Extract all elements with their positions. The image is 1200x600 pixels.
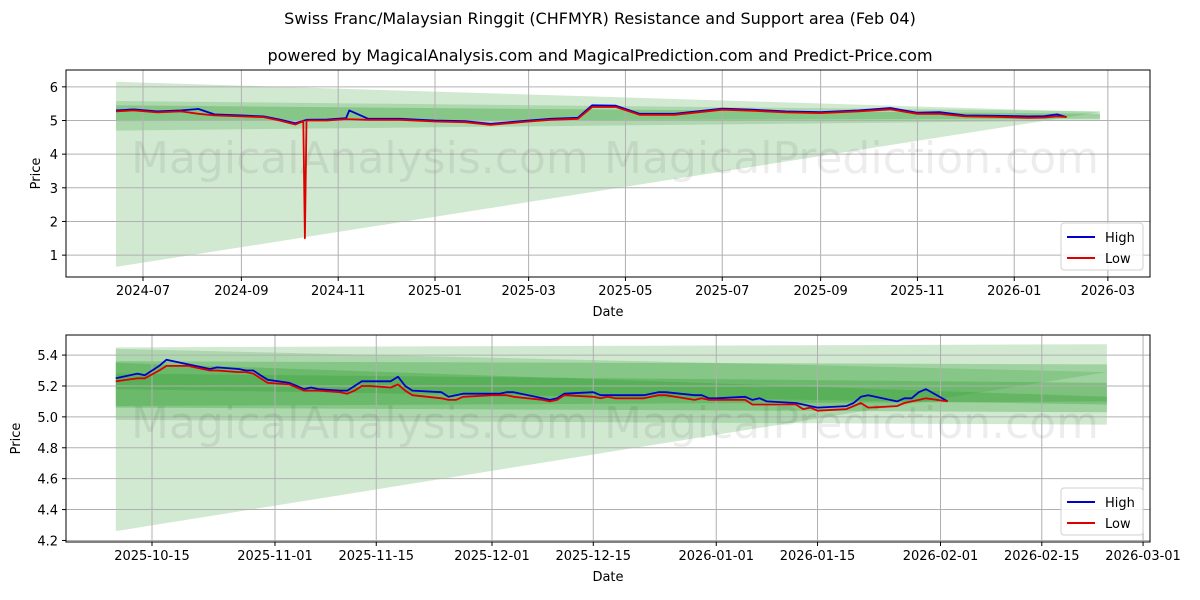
x-tick-label: 2026-01-15 [780, 549, 856, 564]
y-tick-label: 3 [50, 182, 58, 197]
y-tick-label: 4.4 [37, 504, 58, 519]
y-axis-label: Price [29, 158, 44, 190]
band-mid-band [116, 105, 1100, 122]
chart-subtitle: powered by MagicalAnalysis.com and Magic… [267, 46, 933, 65]
band-light-band [116, 100, 1100, 131]
y-tick-label: 5.0 [37, 411, 58, 426]
x-tick-label: 2025-11 [890, 284, 944, 299]
x-tick-label: 2025-07 [695, 284, 749, 299]
legend-label-low: Low [1105, 252, 1131, 267]
y-tick-label: 1 [50, 249, 58, 264]
x-tick-label: 2025-05 [598, 284, 652, 299]
watermark: MagicalPrediction.com [604, 398, 1099, 449]
x-tick-label: 2026-02-01 [903, 549, 979, 564]
y-tick-label: 4.2 [37, 534, 58, 549]
y-tick-label: 5.4 [37, 349, 58, 364]
axes-frame [65, 334, 1151, 543]
x-tick-label: 2026-01 [987, 284, 1041, 299]
x-tick-label: 2025-03 [501, 284, 555, 299]
band-outer-triangle [115, 348, 1107, 532]
y-tick-label: 5.2 [37, 380, 58, 395]
band-outer-triangle [116, 81, 1100, 267]
legend: High Low [1060, 222, 1144, 271]
x-tick-label: 2025-12-15 [555, 549, 631, 564]
series-high [115, 358, 949, 409]
x-tick-label: 2026-01-01 [678, 549, 754, 564]
x-tick-label: 2025-10-15 [114, 549, 190, 564]
x-tick-label: 2025-12-01 [454, 549, 530, 564]
legend-label-high: High [1105, 231, 1135, 246]
x-axis-label: Date [592, 570, 623, 585]
plot-area: MagicalAnalysis.com MagicalPrediction.com… [29, 69, 1151, 320]
chart-title: Swiss Franc/Malaysian Ringgit (CHFMYR) R… [284, 9, 916, 28]
y-tick-label: 6 [50, 81, 58, 96]
y-tick-label: 4.6 [37, 473, 58, 488]
watermark: MagicalAnalysis.com [131, 398, 589, 449]
x-tick-label: 2026-03 [1081, 284, 1135, 299]
legend: High Low [1060, 487, 1144, 536]
legend-label-low: Low [1105, 517, 1131, 532]
series-low [115, 364, 948, 412]
y-tick-label: 4 [50, 148, 58, 163]
x-tick-label: 2026-03-01 [1105, 549, 1181, 564]
band-inner [115, 362, 1107, 405]
x-tick-label: 2024-09 [214, 284, 268, 299]
series-low [115, 106, 1067, 240]
x-axis-label: Date [592, 305, 623, 320]
watermark: MagicalAnalysis.com [131, 133, 589, 184]
plot-area: MagicalAnalysis.com MagicalPrediction.com… [9, 334, 1181, 585]
x-tick-label: 2024-11 [311, 284, 365, 299]
x-tick-label: 2025-11-01 [237, 549, 313, 564]
legend-label-high: High [1105, 496, 1135, 511]
x-tick-label: 2026-02-15 [1004, 549, 1080, 564]
y-axis-label: Price [9, 423, 24, 455]
x-tick-label: 2025-01 [408, 284, 462, 299]
y-tick-label: 4.8 [37, 442, 58, 457]
x-tick-label: 2025-09 [793, 284, 847, 299]
x-tick-label: 2024-07 [116, 284, 170, 299]
watermark: MagicalPrediction.com [604, 133, 1099, 184]
y-tick-label: 2 [50, 215, 58, 230]
axes-frame [65, 69, 1151, 278]
y-tick-label: 5 [50, 114, 58, 129]
chart-top: MagicalAnalysis.com MagicalPrediction.com… [29, 69, 1151, 320]
x-tick-label: 2025-11-15 [338, 549, 414, 564]
